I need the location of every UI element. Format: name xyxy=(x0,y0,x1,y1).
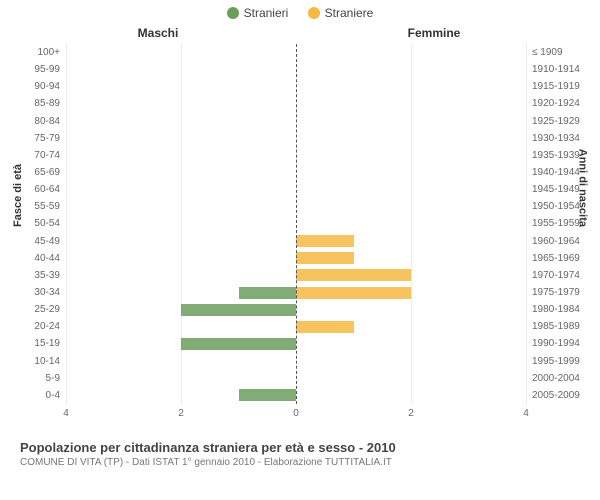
birth-year-label: 1910-1914 xyxy=(532,64,580,75)
age-label: 60-64 xyxy=(34,184,60,195)
age-label: 50-54 xyxy=(34,218,60,229)
legend-male-label: Stranieri xyxy=(244,6,289,20)
age-label: 0-4 xyxy=(46,390,60,401)
legend-female: Straniere xyxy=(308,6,374,20)
female-bar xyxy=(296,321,354,333)
birth-year-label: 1945-1949 xyxy=(532,184,580,195)
age-label: 70-74 xyxy=(34,150,60,161)
age-label: 5-9 xyxy=(46,373,60,384)
x-tick-label: 4 xyxy=(523,408,529,419)
age-label: 100+ xyxy=(37,47,60,58)
birth-year-label: 1935-1939 xyxy=(532,150,580,161)
chart: Fasce di età Anni di nascita Maschi Femm… xyxy=(20,22,580,432)
legend-male: Stranieri xyxy=(227,6,289,20)
age-label: 85-89 xyxy=(34,98,60,109)
birth-year-label: 1940-1944 xyxy=(532,167,580,178)
age-label: 55-59 xyxy=(34,201,60,212)
gridline xyxy=(526,44,527,404)
birth-year-label: 1975-1979 xyxy=(532,287,580,298)
birth-year-label: 1950-1954 xyxy=(532,201,580,212)
female-bar xyxy=(296,252,354,264)
male-bar xyxy=(181,338,296,350)
caption-title: Popolazione per cittadinanza straniera p… xyxy=(20,440,580,455)
birth-year-label: 1970-1974 xyxy=(532,270,580,281)
age-label: 25-29 xyxy=(34,304,60,315)
age-label: 35-39 xyxy=(34,270,60,281)
age-label: 95-99 xyxy=(34,64,60,75)
male-bar xyxy=(239,389,297,401)
birth-year-label: 1915-1919 xyxy=(532,81,580,92)
x-axis: 4 2 0 2 4 xyxy=(66,408,526,422)
birth-year-label: 1925-1929 xyxy=(532,116,580,127)
legend-female-label: Straniere xyxy=(325,6,374,20)
male-bar xyxy=(181,304,296,316)
legend: Stranieri Straniere xyxy=(0,0,600,22)
birth-year-label: 1965-1969 xyxy=(532,253,580,264)
left-side-title: Maschi xyxy=(138,26,179,40)
x-tick-label: 2 xyxy=(408,408,414,419)
x-tick-label: 0 xyxy=(293,408,299,419)
birth-year-label: 1990-1994 xyxy=(532,338,580,349)
age-label: 10-14 xyxy=(34,356,60,367)
age-label: 15-19 xyxy=(34,338,60,349)
female-bar xyxy=(296,235,354,247)
legend-male-swatch xyxy=(227,7,239,19)
female-bar xyxy=(296,287,411,299)
plot-area: Maschi Femmine 100+≤ 190995-991910-19149… xyxy=(66,26,526,404)
birth-year-label: 1985-1989 xyxy=(532,321,580,332)
caption: Popolazione per cittadinanza straniera p… xyxy=(20,432,580,468)
birth-year-label: 2000-2004 xyxy=(532,373,580,384)
age-label: 30-34 xyxy=(34,287,60,298)
age-label: 20-24 xyxy=(34,321,60,332)
birth-year-label: 1920-1924 xyxy=(532,98,580,109)
caption-subtitle: COMUNE DI VITA (TP) - Dati ISTAT 1° genn… xyxy=(20,457,580,468)
age-label: 75-79 xyxy=(34,133,60,144)
age-label: 80-84 xyxy=(34,116,60,127)
male-bar xyxy=(239,287,297,299)
birth-year-label: 1930-1934 xyxy=(532,133,580,144)
age-label: 40-44 xyxy=(34,253,60,264)
center-axis-line xyxy=(296,44,297,404)
legend-female-swatch xyxy=(308,7,320,19)
x-tick-label: 4 xyxy=(63,408,69,419)
y-axis-left-title: Fasce di età xyxy=(12,164,24,227)
birth-year-label: ≤ 1909 xyxy=(532,47,563,58)
age-label: 65-69 xyxy=(34,167,60,178)
female-bar xyxy=(296,269,411,281)
birth-year-label: 1955-1959 xyxy=(532,218,580,229)
age-label: 45-49 xyxy=(34,236,60,247)
x-tick-label: 2 xyxy=(178,408,184,419)
right-side-title: Femmine xyxy=(408,26,461,40)
birth-year-label: 1980-1984 xyxy=(532,304,580,315)
birth-year-label: 2005-2009 xyxy=(532,390,580,401)
age-label: 90-94 xyxy=(34,81,60,92)
birth-year-label: 1960-1964 xyxy=(532,236,580,247)
birth-year-label: 1995-1999 xyxy=(532,356,580,367)
